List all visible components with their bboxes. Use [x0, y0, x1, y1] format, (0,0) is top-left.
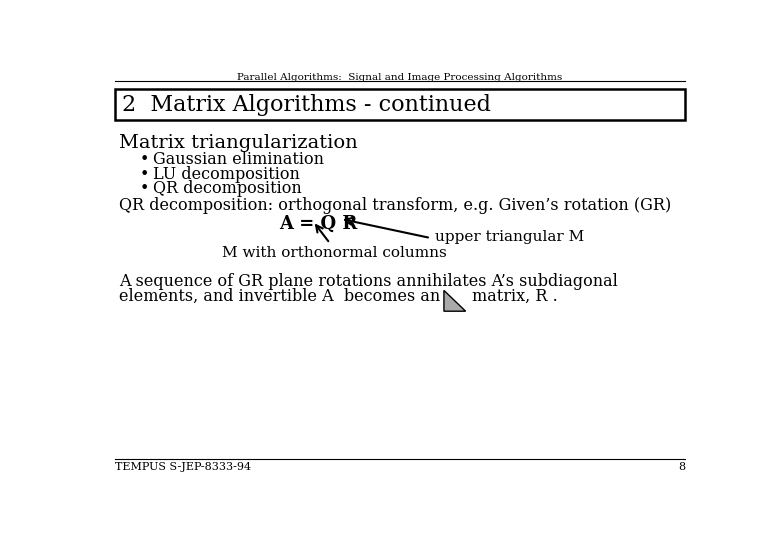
Text: Matrix triangularization: Matrix triangularization: [119, 134, 358, 152]
Text: QR decomposition: QR decomposition: [154, 180, 302, 197]
Text: A = Q R: A = Q R: [279, 215, 357, 233]
Text: elements, and invertible A  becomes an: elements, and invertible A becomes an: [119, 288, 441, 305]
Text: •: •: [140, 151, 149, 168]
Text: LU decomposition: LU decomposition: [154, 166, 300, 183]
Text: Parallel Algorithms:  Signal and Image Processing Algorithms: Parallel Algorithms: Signal and Image Pr…: [237, 72, 562, 82]
Text: Gaussian elimination: Gaussian elimination: [154, 151, 324, 168]
Text: A sequence of GR plane rotations annihilates A’s subdiagonal: A sequence of GR plane rotations annihil…: [119, 273, 618, 289]
Text: 8: 8: [678, 462, 685, 472]
Text: 2  Matrix Algorithms - continued: 2 Matrix Algorithms - continued: [122, 94, 491, 116]
Text: M with orthonormal columns: M with orthonormal columns: [222, 246, 446, 260]
Text: upper triangular M: upper triangular M: [434, 230, 584, 244]
Text: TEMPUS S-JEP-8333-94: TEMPUS S-JEP-8333-94: [115, 462, 250, 472]
Text: matrix, R .: matrix, R .: [472, 288, 558, 305]
Text: •: •: [140, 166, 149, 183]
Text: •: •: [140, 180, 149, 197]
Text: QR decomposition: orthogonal transform, e.g. Given’s rotation (GR): QR decomposition: orthogonal transform, …: [119, 197, 672, 214]
FancyBboxPatch shape: [115, 90, 685, 120]
Polygon shape: [444, 291, 466, 311]
